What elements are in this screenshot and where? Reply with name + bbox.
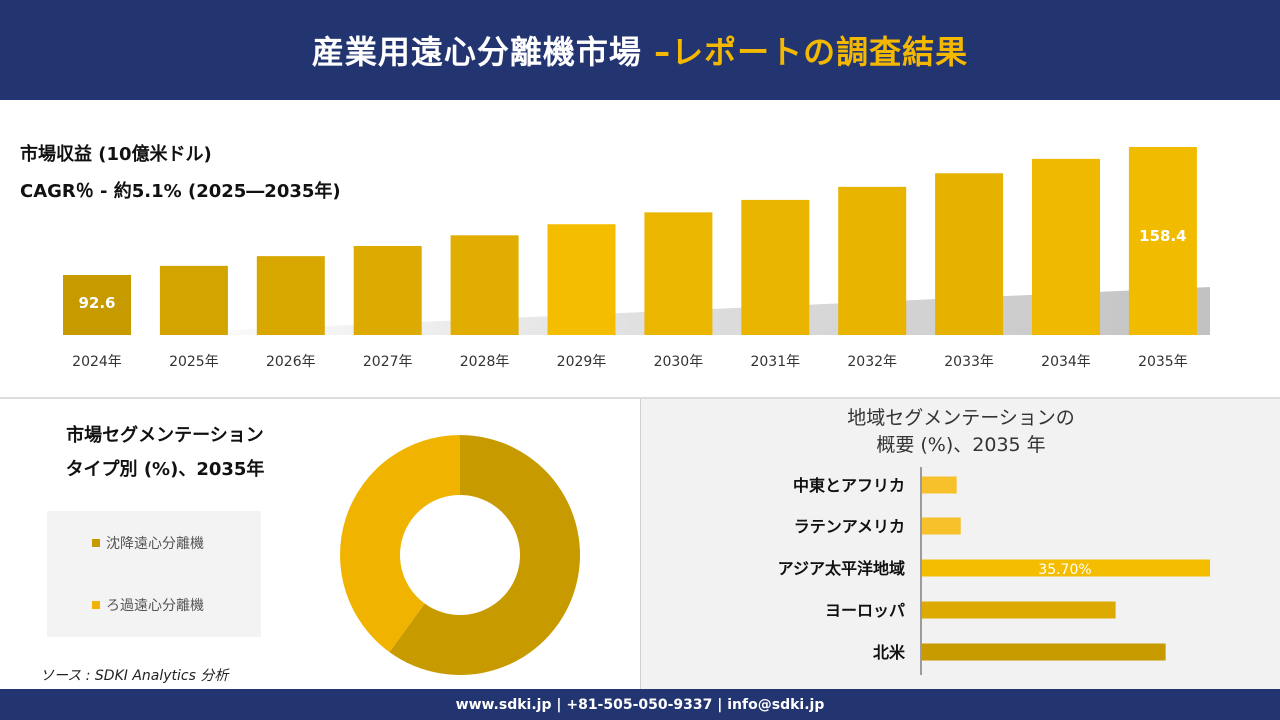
revenue-data-label: 92.6 (78, 294, 115, 312)
region-bar (922, 517, 961, 535)
revenue-tick-label: 2032年 (847, 354, 897, 370)
donut-slice (389, 435, 580, 675)
revenue-tick-label: 2024年 (72, 354, 122, 370)
region-category-label: 北米 (873, 643, 906, 662)
report-title-main: 産業用遠心分離機市場 (311, 33, 655, 71)
revenue-bar (63, 275, 131, 335)
region-category-label: アジア太平洋地域 (778, 559, 905, 578)
revenue-caption: 市場収益 (10億米ドル) (20, 144, 212, 165)
revenue-bar (935, 173, 1004, 335)
revenue-bar (547, 224, 616, 335)
cagr-caption: CAGR％ - 約5.1% (2025―2035年) (20, 181, 341, 202)
region-bar (922, 559, 1210, 577)
type-donut-chart (340, 435, 580, 675)
revenue-tick-label: 2034年 (1041, 354, 1091, 370)
revenue-bar (1032, 158, 1100, 335)
region-segment-title: 地域セグメンテーションの 概要 (%)、2035 年 (771, 405, 1151, 459)
revenue-bar (644, 212, 713, 335)
revenue-bar-chart: 2024年 92.6 2025年 2026年 2027年 2028年 2029年 2030年 2… (63, 147, 1210, 370)
type-segment-title-line1: 市場セグメンテーション (66, 425, 264, 446)
donut-slice (340, 435, 460, 653)
region-category-label: ヨーロッパ (825, 601, 905, 620)
revenue-bar (1128, 147, 1197, 335)
revenue-bar (353, 246, 422, 335)
region-bar (922, 643, 1166, 661)
section-divider (0, 397, 1280, 399)
revenue-bar (450, 235, 519, 335)
region-data-label: 35.70% (1038, 562, 1091, 578)
report-title: 産業用遠心分離機市場 –レポートの調査結果 (312, 27, 968, 73)
revenue-tick-label: 2026年 (266, 354, 316, 370)
region-segment-panel: 地域セグメンテーションの 概要 (%)、2035 年 中東とアフリカ ラテンアメリ… (641, 399, 1280, 689)
legend-swatch-sedimentation (92, 539, 100, 547)
region-segment-title-line1: 地域セグメンテーションの (847, 407, 1075, 429)
revenue-tick-label: 2031年 (750, 354, 800, 370)
report-header: 産業用遠心分離機市場 –レポートの調査結果 (0, 0, 1280, 100)
revenue-tick-label: 2028年 (460, 354, 510, 370)
revenue-bar (741, 199, 810, 335)
revenue-tick-label: 2029年 (557, 354, 607, 370)
revenue-bar (159, 265, 228, 335)
region-bar (922, 601, 1116, 619)
donut-legend: 沈降遠心分離機 ろ過遠心分離機 (47, 511, 261, 637)
type-segment-title-line2: タイプ別 (%)、2035年 (65, 459, 265, 480)
revenue-tick-label: 2033年 (944, 354, 994, 370)
footer-contact-text: www.sdki.jp | +81-505-050-9337 | info@sd… (455, 696, 825, 713)
report-title-accent: –レポートの調査結果 (654, 33, 969, 71)
region-bar (922, 476, 957, 494)
revenue-bar (256, 256, 325, 335)
type-segment-panel: 市場セグメンテーション タイプ別 (%)、2035年 沈降遠心分離機 ろ過遠心分… (0, 399, 640, 689)
legend-swatch-filtration (92, 601, 100, 609)
revenue-tick-label: 2035年 (1138, 354, 1188, 370)
region-category-label: ラテンアメリカ (794, 517, 905, 536)
revenue-chart-panel: 2024年 92.6 2025年 2026年 2027年 2028年 2029年 2030年 2… (0, 100, 1280, 398)
region-segment-title-line2: 概要 (%)、2035 年 (876, 434, 1046, 456)
source-note: ソース : SDKI Analytics 分析 (40, 668, 229, 684)
contact-footer: www.sdki.jp | +81-505-050-9337 | info@sd… (0, 689, 1280, 720)
panel-divider (640, 399, 641, 689)
region-category-label: 中東とアフリカ (793, 476, 905, 495)
revenue-tick-label: 2027年 (363, 354, 413, 370)
legend-item-filtration: ろ過遠心分離機 (92, 595, 204, 615)
revenue-bar (838, 186, 907, 335)
type-segment-title: 市場セグメンテーション タイプ別 (%)、2035年 (30, 419, 300, 487)
legend-item-sedimentation: 沈降遠心分離機 (92, 533, 204, 553)
legend-label-filtration: ろ過遠心分離機 (106, 598, 204, 614)
revenue-tick-label: 2025年 (169, 354, 219, 370)
legend-label-sedimentation: 沈降遠心分離機 (106, 536, 204, 552)
revenue-tick-label: 2030年 (654, 354, 704, 370)
revenue-data-label: 158.4 (1139, 227, 1186, 245)
